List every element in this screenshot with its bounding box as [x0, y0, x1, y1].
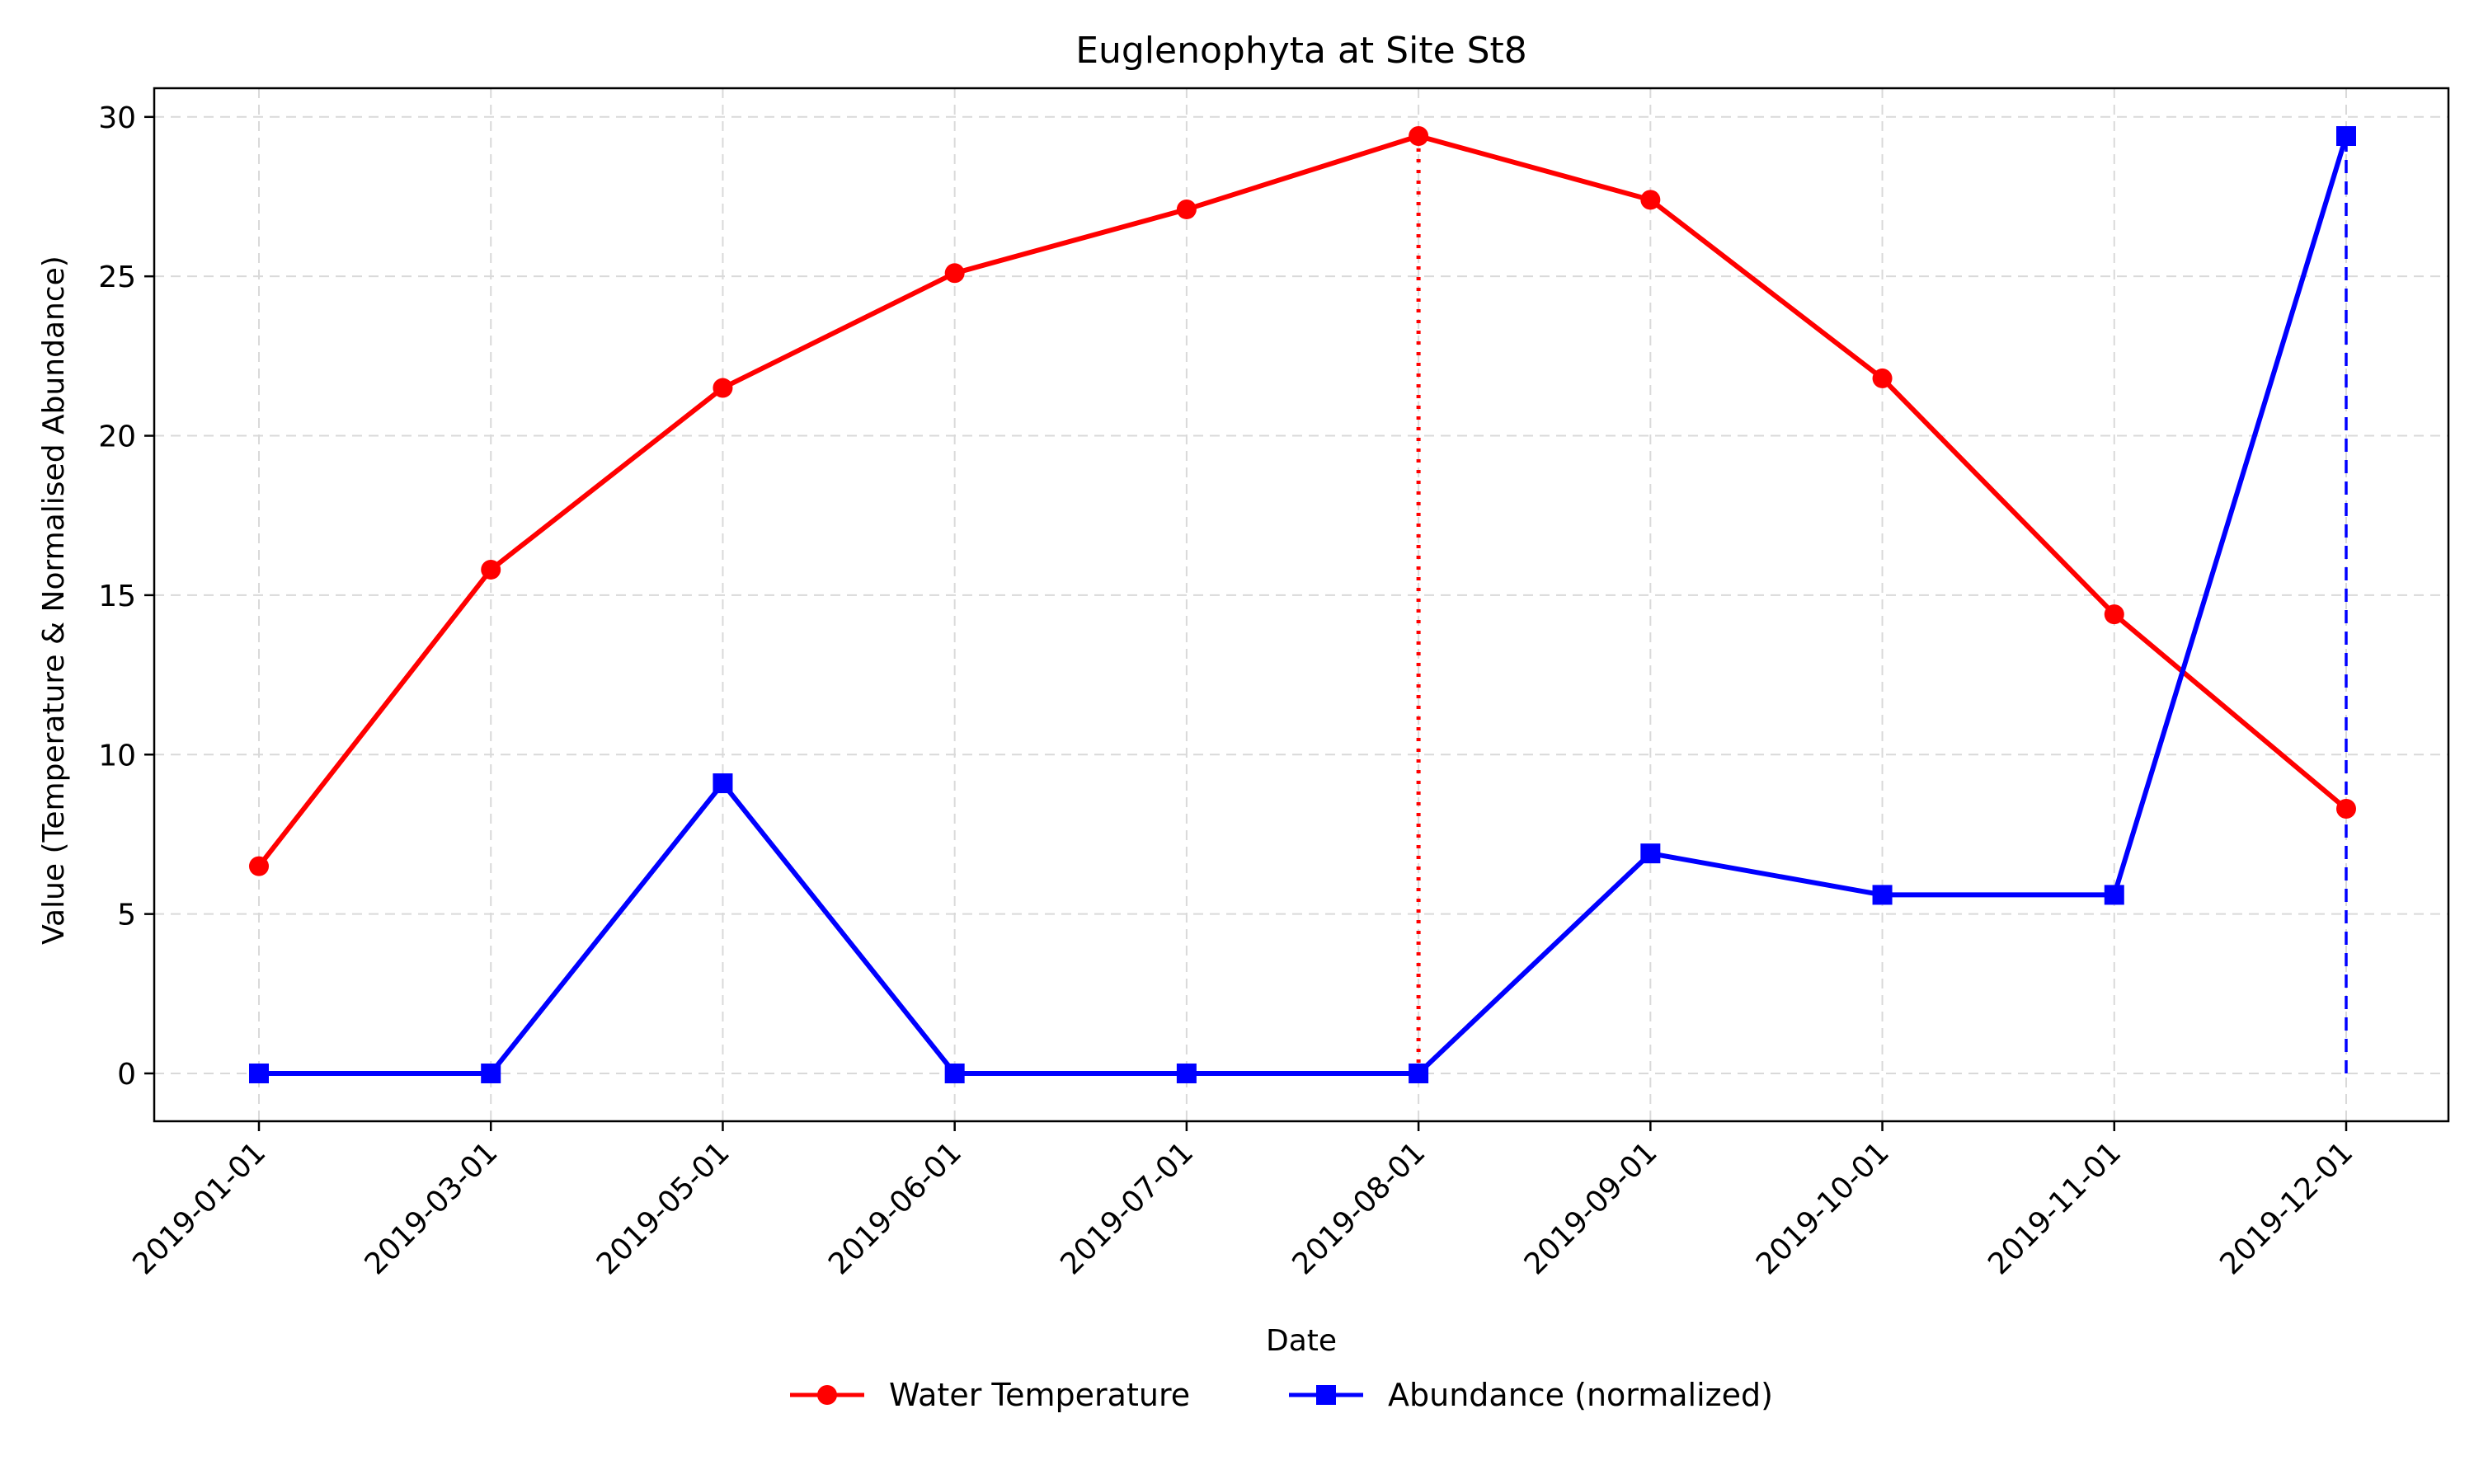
data-point-abundance-normalized	[2336, 126, 2356, 147]
legend-label-water-temperature: Water Temperature	[889, 1377, 1190, 1413]
x-tick-label: 2019-12-01	[2213, 1135, 2359, 1281]
y-tick-label: 30	[98, 101, 136, 135]
x-tick-label: 2019-05-01	[590, 1135, 736, 1281]
y-tick-label: 20	[98, 420, 136, 454]
data-point-water-temperature	[1640, 190, 1661, 210]
x-tick-label: 2019-03-01	[359, 1135, 505, 1281]
data-point-abundance-normalized	[481, 1063, 501, 1083]
x-tick-label: 2019-07-01	[1054, 1135, 1200, 1281]
y-tick-label: 5	[117, 899, 136, 932]
x-axis: 2019-01-01 2019-03-01 2019-05-01 2019-06-01…	[126, 1121, 2359, 1281]
data-point-water-temperature	[2336, 799, 2356, 819]
data-point-water-temperature	[481, 559, 501, 580]
data-point-water-temperature	[1872, 368, 1893, 388]
series-line-water-temperature	[256, 134, 2348, 868]
y-axis-label: Value (Temperature & Normalised Abundanc…	[37, 256, 71, 945]
data-point-abundance-normalized	[1872, 885, 1893, 905]
data-point-water-temperature	[2104, 604, 2124, 625]
annotations	[1416, 136, 2348, 1073]
data-point-water-temperature	[249, 856, 269, 876]
x-tick-label: 2019-08-01	[1286, 1135, 1432, 1281]
data-point-abundance-normalized	[713, 773, 733, 794]
data-point-water-temperature	[713, 378, 733, 398]
y-tick-label: 0	[117, 1058, 136, 1092]
data-point-water-temperature	[1409, 126, 1429, 147]
data-point-water-temperature	[944, 263, 965, 284]
data-point-abundance-normalized	[1409, 1063, 1429, 1083]
legend-marker-abundance	[1316, 1385, 1336, 1405]
data-point-water-temperature	[1176, 199, 1197, 219]
legend: Water Temperature Abundance (normalized)	[790, 1377, 1773, 1413]
data-point-abundance-normalized	[1640, 843, 1661, 864]
y-axis: 0 5 10 15 20 25 30	[98, 101, 154, 1092]
data-point-abundance-normalized	[944, 1063, 965, 1083]
data-point-abundance-normalized	[1176, 1063, 1197, 1083]
chart-title: Euglenophyta at Site St8	[1075, 30, 1527, 72]
y-tick-label: 10	[98, 739, 136, 773]
series	[249, 126, 2356, 1083]
grid	[154, 88, 2448, 1121]
y-tick-label: 15	[98, 580, 136, 613]
legend-label-abundance: Abundance (normalized)	[1388, 1377, 1773, 1413]
x-tick-label: 2019-01-01	[126, 1135, 272, 1281]
x-tick-label: 2019-06-01	[822, 1135, 968, 1281]
series-line-abundance-normalized	[259, 135, 2349, 1076]
x-tick-label: 2019-11-01	[1982, 1135, 2128, 1281]
x-tick-label: 2019-09-01	[1518, 1135, 1664, 1281]
data-point-abundance-normalized	[2104, 885, 2124, 905]
y-tick-label: 25	[98, 261, 136, 294]
plot-frame	[153, 87, 2450, 1123]
data-point-abundance-normalized	[249, 1063, 269, 1083]
x-axis-label: Date	[1266, 1324, 1337, 1358]
x-tick-label: 2019-10-01	[1750, 1135, 1896, 1281]
legend-marker-water-temperature	[817, 1385, 837, 1405]
